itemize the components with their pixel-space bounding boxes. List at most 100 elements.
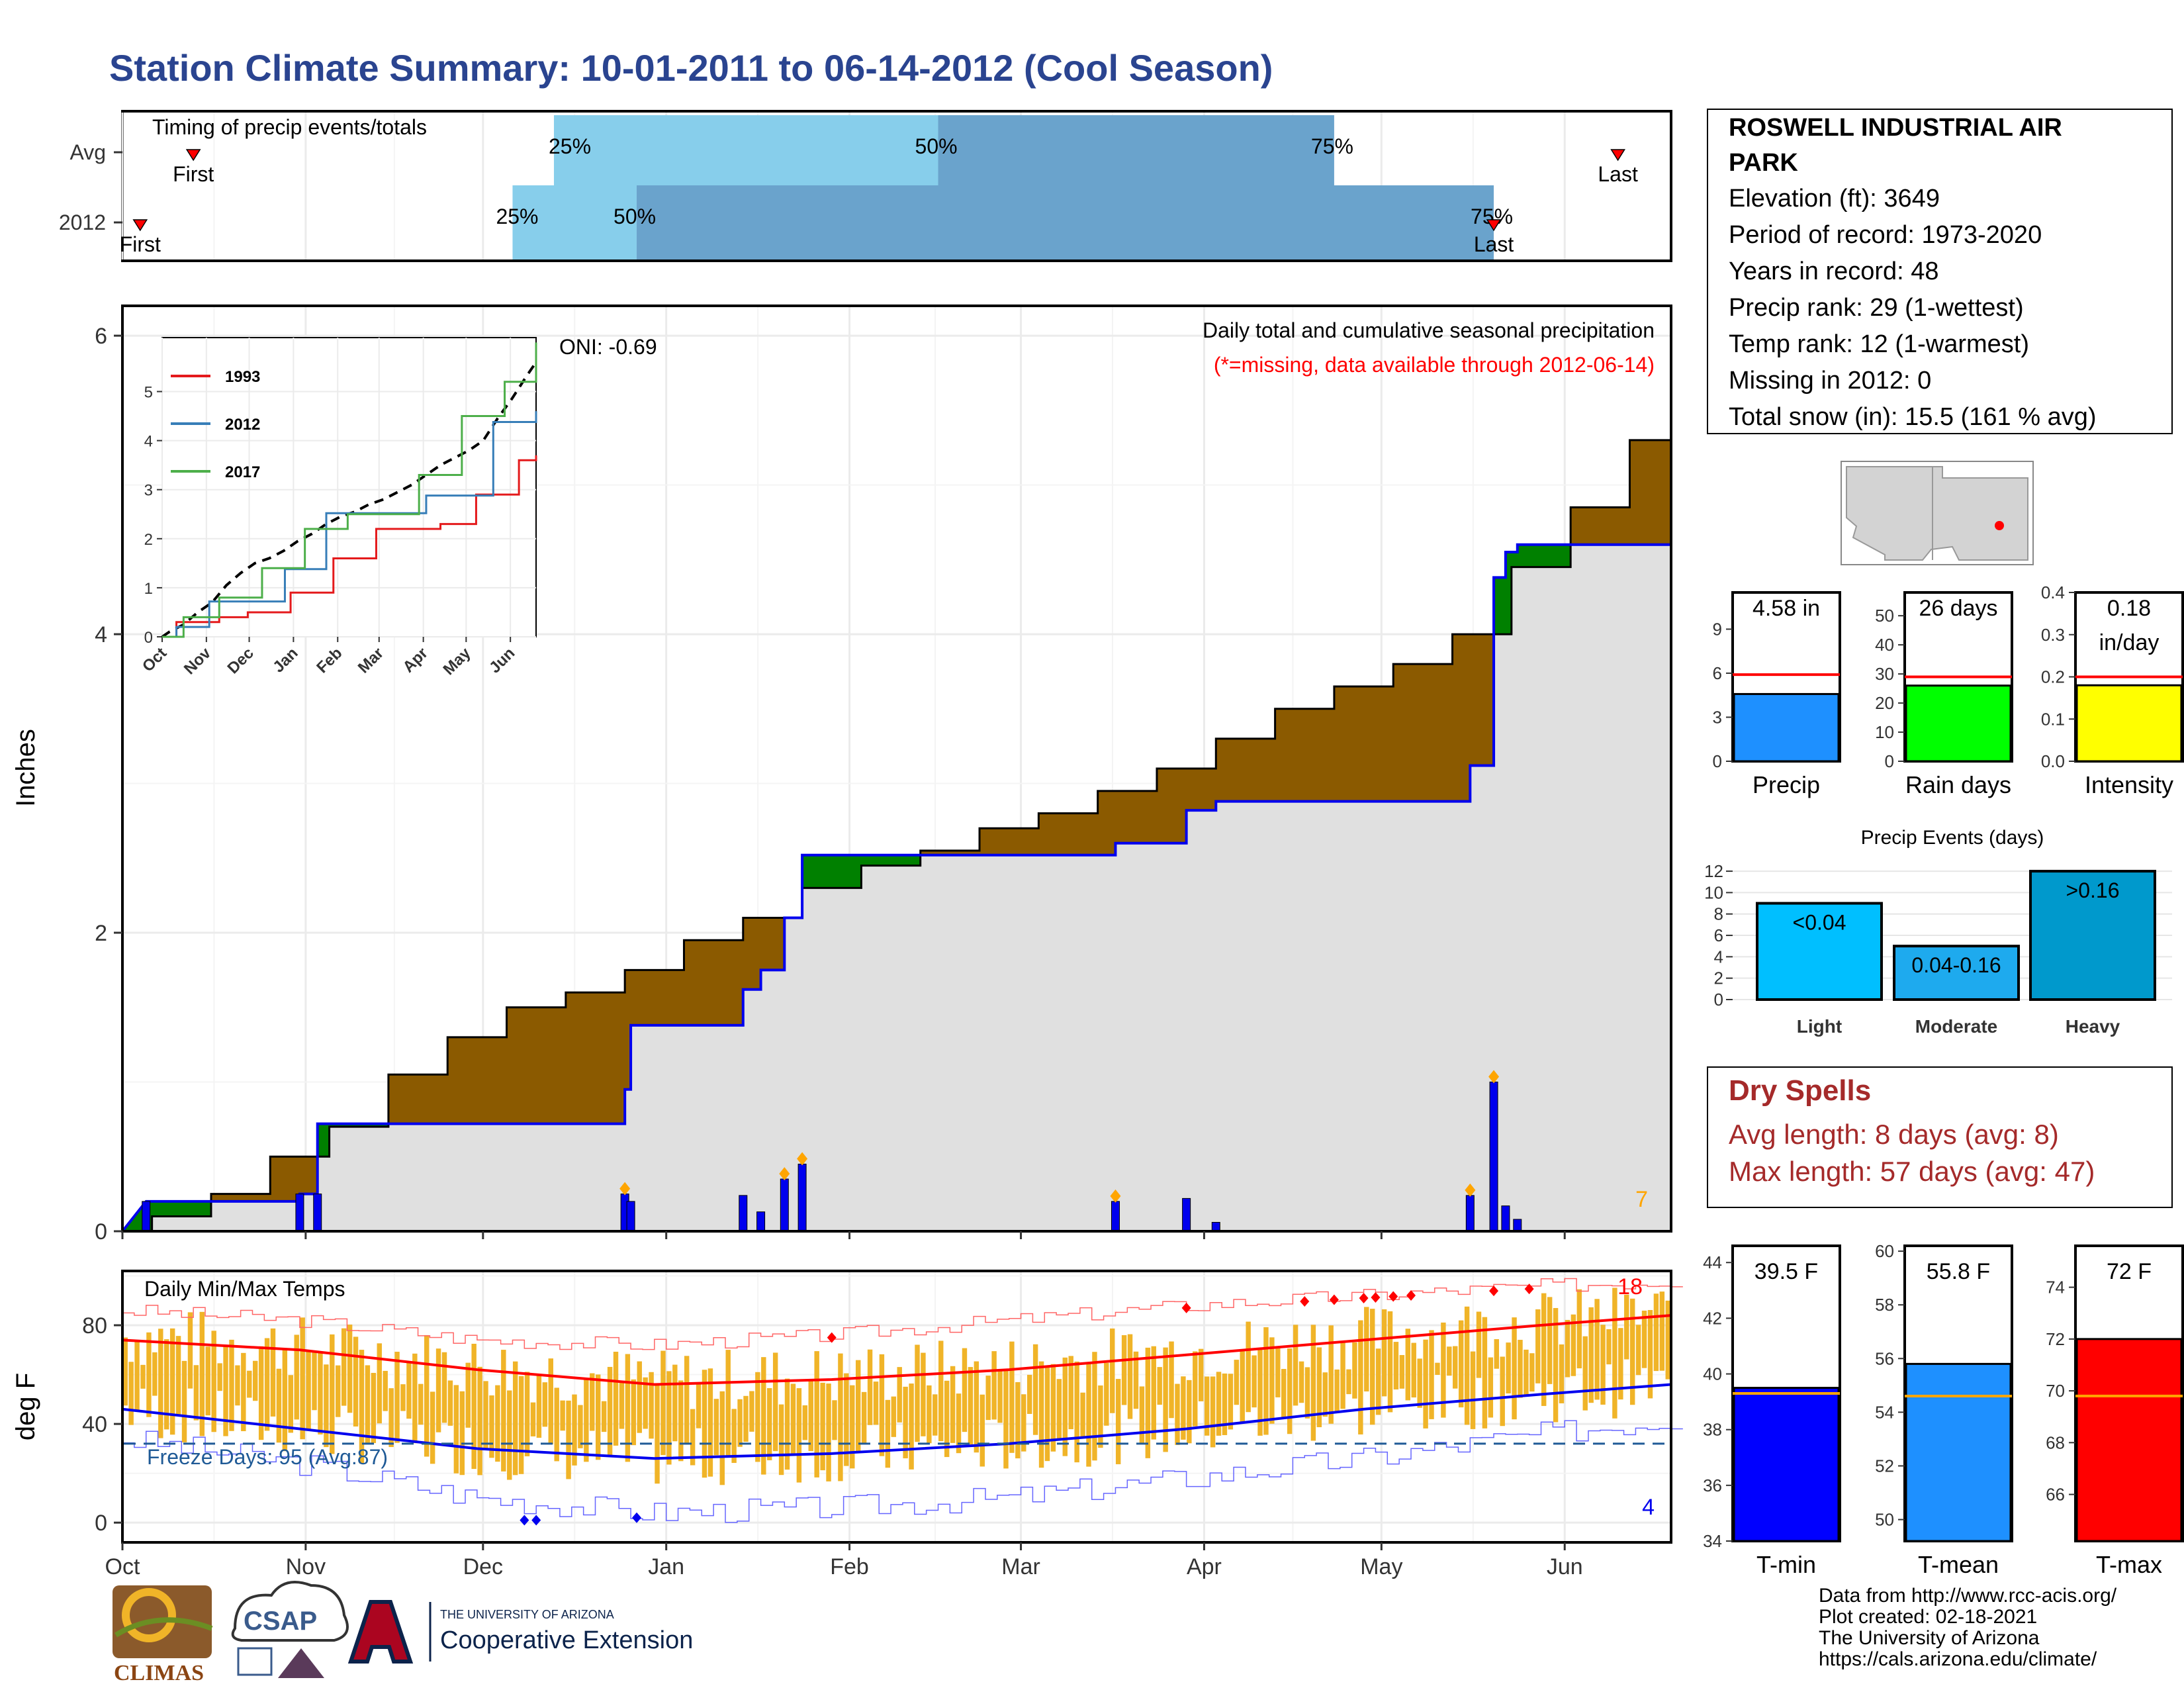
station-name-line1: ROSWELL INDUSTRIAL AIR [1729,114,2062,142]
summary-bar-label: 0.18 [2107,596,2151,621]
daily-temp-bar [578,1405,583,1448]
temp-ytick-label: 74 [2046,1278,2065,1297]
timing-panel: Timing of precip events/totals Avg 25% 50%… [59,110,1672,262]
daily-temp-bar [1659,1291,1665,1371]
daily-temp-bar [1222,1373,1228,1435]
daily-temp-bar [1476,1311,1482,1378]
daily-temp-bar [1624,1294,1629,1360]
university-big-text: Cooperative Extension [440,1626,693,1654]
precip-ytick-label: 0 [95,1219,107,1244]
daily-temp-bar [1594,1299,1600,1400]
summary-bar-label: 4.58 in [1752,596,1820,621]
summary-bar-value [1733,692,1840,763]
daily-temp-bar [690,1409,696,1466]
daily-temp-bar [1062,1357,1068,1456]
daily-temp-bar [1086,1362,1091,1467]
daily-temp-bar [1423,1339,1428,1429]
daily-temp-bar [288,1375,294,1433]
daily-temp-bar [631,1379,637,1446]
daily-temp-bar [1068,1356,1073,1430]
daily-temp-bar [341,1328,347,1406]
dry-spells-box: Dry Spells Avg length: 8 days (avg: 8) M… [1707,1066,2173,1208]
temp-ytick-label: 58 [1875,1295,1894,1315]
climas-logo: CLIMAS [113,1585,213,1685]
daily-temp-bar [1399,1355,1405,1389]
daily-temp-bar [927,1385,932,1444]
daily-temp-bar [838,1353,843,1481]
inset-ytick-label: 1 [144,580,153,598]
avg-max-line [122,1314,1672,1386]
daily-temp-bar [1251,1355,1257,1408]
daily-temp-bar [1647,1310,1653,1399]
daily-temp-bar [435,1348,441,1432]
daily-temp-bar [134,1341,140,1411]
daily-temp-bar [518,1376,524,1474]
temp-ytick-label: 36 [1703,1476,1722,1495]
precip-ytick-label: 4 [95,622,107,647]
daily-temp-bar [613,1352,619,1446]
station-location-marker [1995,521,2004,530]
daily-temp-bar [241,1352,246,1432]
daily-precip-bar [313,1194,322,1232]
daily-temp-bar [1074,1361,1079,1463]
daily-temp-bar [205,1346,210,1416]
freeze-days-label: Freeze Days: 95 (Avg:87) [147,1445,388,1469]
daily-temp-bar [1175,1383,1180,1445]
daily-temp-bar [1210,1376,1216,1448]
daily-temp-bar [507,1390,512,1480]
summary-bar-name: Intensity [2085,771,2173,798]
daily-temp-bar [897,1367,902,1423]
daily-temp-bar [1482,1317,1488,1429]
footer-line: https://cals.arizona.edu/climate/ [1819,1648,2097,1670]
avg-min-line [122,1383,1672,1460]
record-max-line [122,1278,1683,1350]
summary-ytick-label: 40 [1875,635,1894,655]
inset-legend-label: 2017 [225,463,260,481]
daily-temp-bar [725,1350,731,1456]
events-ytick-label: 6 [1714,925,1723,945]
daily-temp-bar [1518,1340,1523,1398]
summary-ytick-label: 0 [1885,751,1894,771]
temp-ytick-label: 56 [1875,1348,1894,1368]
daily-temp-bar [826,1383,831,1481]
timing-p75-label: 75% [1311,134,1353,158]
daily-temp-bar [276,1368,282,1443]
temp-bar-value [1733,1387,1840,1542]
daily-temp-bar [1032,1344,1038,1435]
inset-line-2017 [162,342,537,638]
temp-ytick-label: 72 [2046,1329,2065,1349]
daily-temp-bar [1009,1341,1015,1453]
daily-temp-bar [258,1346,264,1440]
daily-temp-bar [1026,1374,1032,1414]
daily-temp-bar [850,1385,855,1469]
daily-temp-bar [1334,1369,1340,1413]
daily-temp-bar [554,1387,559,1462]
daily-temp-bar [643,1377,648,1429]
daily-temp-bar [1364,1307,1369,1392]
snow-marker [1110,1189,1121,1203]
daily-temp-bar [1435,1362,1440,1375]
daily-temp-bar [985,1376,991,1421]
daily-temp-bar [1281,1369,1287,1419]
daily-temp-bar [1110,1328,1115,1413]
daily-temp-bar [861,1391,867,1444]
daily-temp-bar [1576,1289,1582,1369]
precip-ylabel: Inches [11,729,40,807]
daily-temp-bar [1453,1346,1458,1389]
month-label: Feb [830,1554,869,1579]
daily-precip-bar [142,1201,151,1232]
daily-temp-bar [1582,1336,1588,1411]
daily-temp-bar [1641,1310,1647,1368]
daily-temp-bar [477,1366,482,1476]
events-bar [1893,945,2020,1001]
daily-temp-bar [974,1361,979,1453]
daily-temp-bar [1269,1337,1275,1424]
temp-panel: 0 40 80 Daily Min/Max Temps deg F Freeze D… [11,1270,1683,1579]
daily-temp-bar [383,1370,388,1411]
events-bar [2029,870,2156,1001]
summary-ytick-label: 0 [1713,751,1722,771]
dry-spells-avg: Avg length: 8 days (avg: 8) [1729,1119,2059,1150]
daily-temp-bar [365,1365,371,1445]
daily-temp-bar [584,1379,589,1462]
events-bar-label: 0.04-0.16 [1911,953,2001,977]
